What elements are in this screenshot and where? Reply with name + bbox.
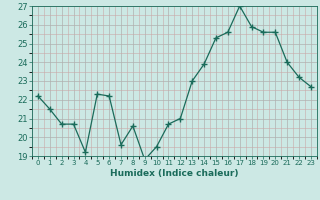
- X-axis label: Humidex (Indice chaleur): Humidex (Indice chaleur): [110, 169, 239, 178]
